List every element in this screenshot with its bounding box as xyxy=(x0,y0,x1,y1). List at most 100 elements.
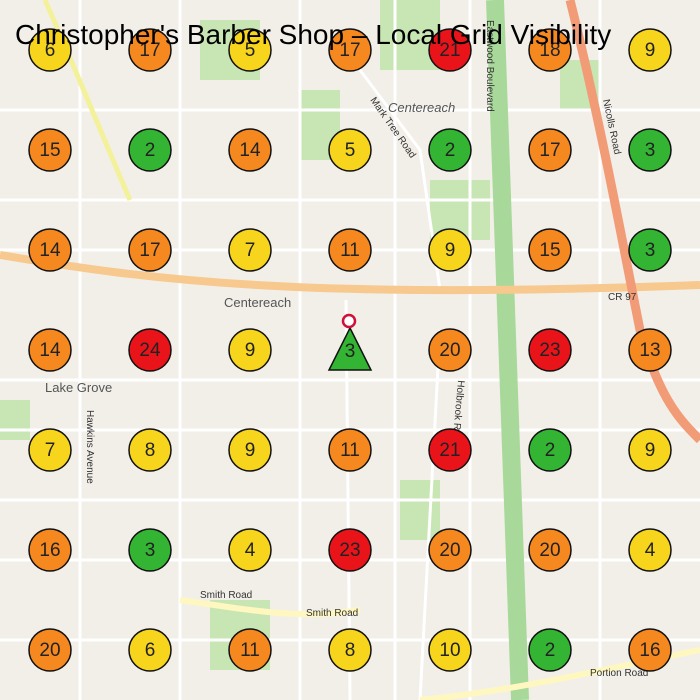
map-label: Centereach xyxy=(388,100,455,115)
rank-label: 3 xyxy=(645,240,656,261)
marker-shape xyxy=(428,328,472,372)
marker-shape xyxy=(228,228,272,272)
rank-marker: 3 xyxy=(628,128,672,172)
road-label: Smith Road xyxy=(200,590,252,601)
marker-shape xyxy=(28,528,72,572)
rank-marker: 17 xyxy=(128,228,172,272)
rank-marker: 15 xyxy=(28,128,72,172)
rank-label: 9 xyxy=(645,40,656,61)
marker-shape xyxy=(28,228,72,272)
rank-label: 11 xyxy=(240,640,260,661)
road-label: Portion Road xyxy=(590,668,648,679)
rank-marker: 10 xyxy=(428,628,472,672)
rank-label: 20 xyxy=(439,540,460,561)
rank-marker: 4 xyxy=(628,528,672,572)
rank-marker: 14 xyxy=(28,328,72,372)
rank-label: 4 xyxy=(245,540,256,561)
rank-marker: 8 xyxy=(328,628,372,672)
rank-marker: 7 xyxy=(28,428,72,472)
marker-shape xyxy=(628,628,672,672)
rank-marker: 24 xyxy=(128,328,172,372)
marker-shape xyxy=(28,128,72,172)
rank-marker: 2 xyxy=(528,428,572,472)
marker-shape xyxy=(228,328,272,372)
rank-label: 2 xyxy=(545,640,556,661)
marker-shape xyxy=(28,428,72,472)
rank-marker: 21 xyxy=(428,28,472,72)
map-label: Centereach xyxy=(224,295,291,310)
rank-marker: 9 xyxy=(228,328,272,372)
rail-corridor xyxy=(486,0,529,700)
rank-marker: 14 xyxy=(228,128,272,172)
rank-marker: 14 xyxy=(28,228,72,272)
marker-shape xyxy=(428,128,472,172)
map-label: Lake Grove xyxy=(45,380,112,395)
rank-label: 8 xyxy=(345,640,356,661)
marker-shape xyxy=(328,628,372,672)
marker-shape xyxy=(628,428,672,472)
rank-label: 17 xyxy=(539,140,560,161)
rank-marker: 20 xyxy=(428,528,472,572)
marker-shape xyxy=(628,528,672,572)
rank-marker: 5 xyxy=(328,128,372,172)
marker-shape xyxy=(428,628,472,672)
rank-label: 14 xyxy=(39,240,61,261)
rank-marker: 15 xyxy=(528,228,572,272)
rank-label: 2 xyxy=(145,140,156,161)
rank-label: 23 xyxy=(539,340,560,361)
road-label: CR 97 xyxy=(608,292,637,303)
rank-label: 7 xyxy=(45,440,56,461)
marker-shape xyxy=(528,228,572,272)
rank-marker: 17 xyxy=(128,28,172,72)
marker-shape xyxy=(228,128,272,172)
rank-marker: 8 xyxy=(128,428,172,472)
rank-marker: 17 xyxy=(528,128,572,172)
rank-label: 20 xyxy=(439,340,460,361)
marker-shape xyxy=(228,428,272,472)
rank-marker: 3 xyxy=(327,326,373,371)
marker-shape xyxy=(528,128,572,172)
rank-label: 17 xyxy=(339,40,360,61)
marker-shape xyxy=(528,428,572,472)
rank-label: 9 xyxy=(645,440,656,461)
rank-label: 3 xyxy=(345,341,356,362)
rank-marker: 2 xyxy=(428,128,472,172)
rank-label: 4 xyxy=(645,540,656,561)
rank-label: 6 xyxy=(45,40,56,61)
rank-marker: 9 xyxy=(628,428,672,472)
rank-label: 9 xyxy=(245,340,256,361)
road-label: Hawkins Avenue xyxy=(84,410,95,484)
rank-label: 5 xyxy=(245,40,256,61)
rank-label: 7 xyxy=(245,240,256,261)
rank-marker: 20 xyxy=(28,628,72,672)
rank-label: 20 xyxy=(39,640,60,661)
rank-label: 15 xyxy=(539,240,560,261)
rank-grid: 6 17 5 17 21 18 915 2 14 5 2 17 314 17 7 11 9 15 314 24 9 3 20… xyxy=(28,28,672,672)
rank-label: 14 xyxy=(39,340,61,361)
marker-shape xyxy=(428,528,472,572)
marker-shape xyxy=(628,128,672,172)
marker-shape xyxy=(228,528,272,572)
marker-shape xyxy=(328,28,372,72)
rank-marker: 11 xyxy=(328,428,372,472)
rank-label: 10 xyxy=(439,640,460,661)
rank-marker: 7 xyxy=(228,228,272,272)
rank-marker: 20 xyxy=(528,528,572,572)
rank-label: 5 xyxy=(345,140,356,161)
marker-shape xyxy=(328,528,372,572)
rank-label: 15 xyxy=(39,140,60,161)
rank-label: 6 xyxy=(145,640,156,661)
rank-label: 2 xyxy=(545,440,556,461)
rank-label: 2 xyxy=(445,140,456,161)
marker-shape xyxy=(128,328,172,372)
rank-marker: 4 xyxy=(228,528,272,572)
marker-shape xyxy=(628,228,672,272)
rank-marker: 23 xyxy=(528,328,572,372)
rank-label: 11 xyxy=(340,440,360,461)
rank-marker: 9 xyxy=(628,28,672,72)
marker-shape xyxy=(28,628,72,672)
rank-marker: 6 xyxy=(28,28,72,72)
marker-shape xyxy=(328,428,372,472)
rank-marker: 13 xyxy=(628,328,672,372)
rank-marker: 20 xyxy=(428,328,472,372)
